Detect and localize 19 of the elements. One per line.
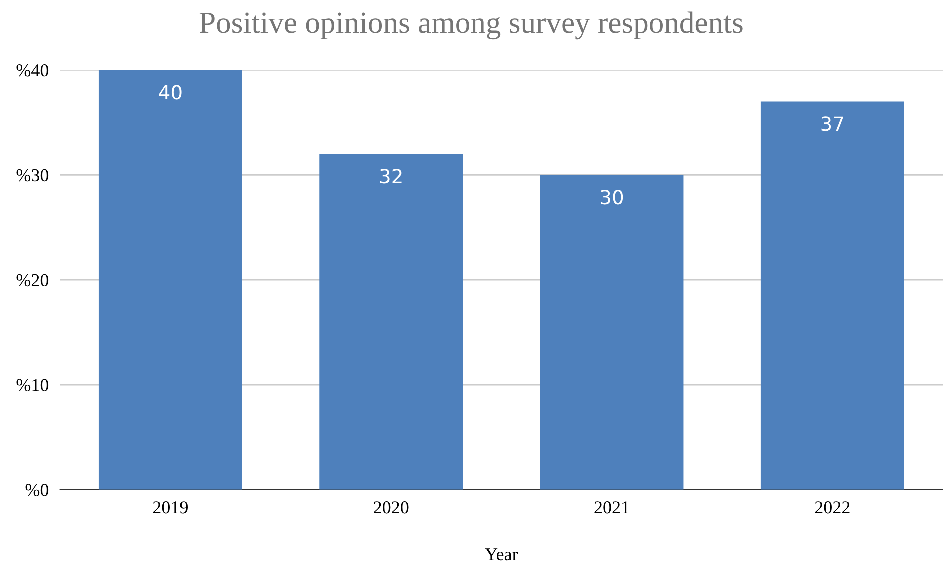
chart-title: Positive opinions among survey respondents bbox=[200, 12, 743, 40]
bar bbox=[320, 154, 464, 490]
bar bbox=[760, 102, 904, 490]
bar bbox=[98, 70, 242, 490]
data-label: 37 bbox=[822, 116, 844, 132]
y-tick-label: %0 bbox=[26, 484, 49, 496]
data-label: 32 bbox=[380, 169, 402, 184]
y-tick-label: %30 bbox=[16, 169, 49, 182]
x-tick-label: 2019 bbox=[153, 502, 188, 514]
y-tick-label: %10 bbox=[16, 379, 49, 392]
x-tick-label: 2021 bbox=[594, 502, 629, 514]
y-tick-label: %40 bbox=[16, 64, 49, 77]
data-label: 30 bbox=[601, 190, 624, 205]
data-label: 40 bbox=[159, 85, 182, 100]
y-tick-label: %20 bbox=[16, 274, 49, 287]
x-tick-label: 2022 bbox=[815, 502, 850, 514]
x-tick-label: 2020 bbox=[374, 502, 409, 514]
bar bbox=[540, 175, 684, 490]
x-axis-title: Year bbox=[485, 548, 518, 561]
